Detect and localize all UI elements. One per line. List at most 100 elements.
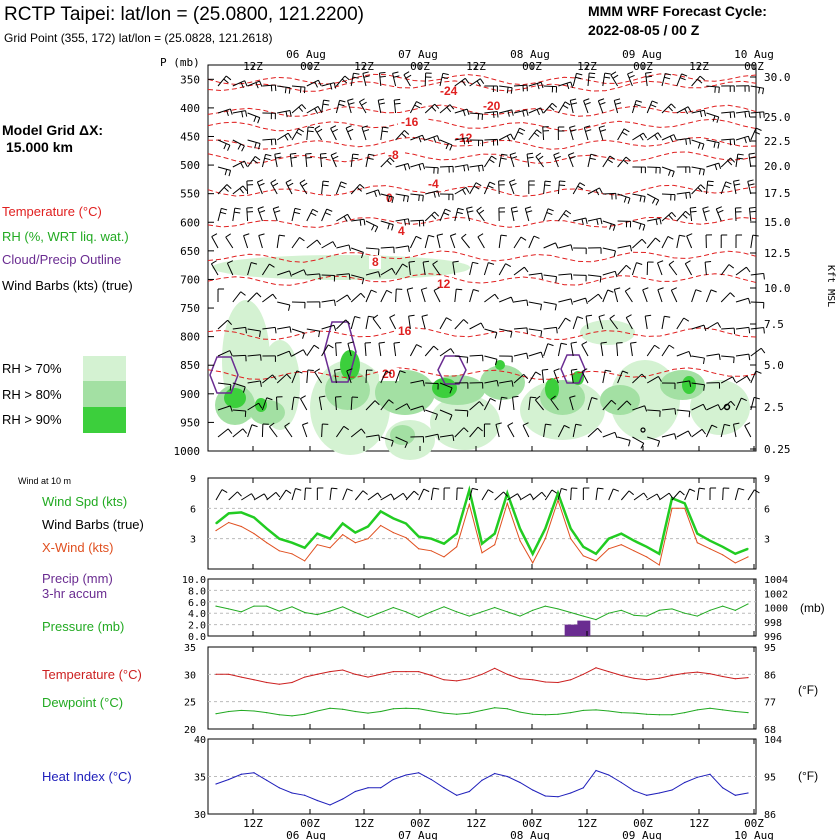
wind-barb-staff (661, 193, 676, 196)
wind-barb-staff (378, 343, 382, 357)
wind-barb-staff (624, 290, 633, 303)
wind-barb-staff (217, 350, 231, 357)
wind-barb-feather (671, 287, 677, 291)
wind-barb-staff (595, 488, 599, 501)
x-wind-line-point (304, 560, 306, 562)
wind-barb-staff (676, 430, 689, 438)
wind-barb-staff (232, 185, 244, 195)
wind-barb-staff (691, 166, 705, 170)
wind-barb-feather (303, 269, 307, 276)
x-wind-line-point (278, 550, 280, 552)
wind-barb-feather (489, 181, 496, 185)
wind-barb-feather (402, 492, 408, 499)
wind-barb-feather (579, 182, 586, 187)
height-tick-label: 30.0 (764, 71, 791, 84)
temp-tick-left: 20 (184, 725, 196, 736)
wind-barb-staff (306, 209, 314, 222)
wind-barb-feather (510, 182, 517, 187)
wind-barb-feather (462, 110, 466, 117)
x-wind-line-point (228, 521, 230, 524)
wind-barb-feather (612, 224, 616, 231)
wind-barb-staff (494, 491, 504, 501)
temperature-contour (207, 250, 757, 263)
wind-barb-feather (266, 397, 273, 401)
pressure-line-point (747, 603, 749, 605)
pressure-line-point (392, 606, 394, 609)
wind-barb-staff (526, 154, 530, 168)
wind-barb-staff (720, 157, 731, 168)
wind-barb-staff (617, 244, 631, 249)
wind-barb-feather (718, 87, 720, 94)
wind-barb-feather (610, 71, 617, 76)
wind-barb-feather (489, 159, 495, 164)
wind-barb-staff (395, 288, 397, 303)
wind-barb-feather (352, 157, 359, 160)
wind-barb-staff (661, 166, 675, 172)
wind-barb-feather (614, 271, 618, 278)
wind-barb-staff (380, 290, 388, 303)
wind-barb-feather (605, 369, 612, 372)
heat-tick-right: 104 (764, 735, 782, 746)
wind-barb-feather (422, 163, 426, 170)
wind-barb-feather (589, 72, 596, 75)
wind-barb-feather (259, 380, 262, 387)
wind-barb-staff (217, 319, 228, 330)
wind-barb-staff (528, 371, 537, 384)
wind-barb-staff (657, 262, 663, 276)
wind-barb-feather (259, 330, 261, 337)
wind-speed-line-point (418, 536, 420, 538)
wind-barb-feather (718, 162, 722, 169)
wind-barb-staff (528, 129, 538, 141)
bottom-hour-label: 12Z (577, 817, 597, 830)
wind-barb-feather (360, 252, 364, 259)
wind-barb-staff (278, 489, 287, 501)
wind-barb-staff (676, 191, 690, 195)
bottom-hour-label: 00Z (633, 817, 653, 830)
x-wind-line-point (481, 552, 483, 554)
wind-barb-feather (555, 276, 557, 283)
wind-barb-feather (569, 395, 576, 398)
wind-barb-staff (558, 298, 572, 303)
wind-barb-feather (225, 75, 232, 81)
dewpoint-line-point (456, 713, 458, 715)
wind-barb-feather (407, 218, 410, 225)
wind-barb-staff (395, 245, 409, 249)
pressure-line-point (316, 614, 318, 616)
wind-barb-feather (251, 424, 258, 428)
heat-index-line-point (405, 774, 407, 776)
wind-barb-feather (585, 297, 588, 304)
dewpoint-line-point (329, 707, 331, 709)
wind-barb-feather (568, 152, 575, 156)
wind-barb-feather (729, 112, 732, 119)
wind-barb-feather (732, 376, 736, 383)
contour-label-bg (395, 225, 407, 238)
wind-barb-feather (449, 414, 453, 421)
wind-barb-staff (569, 100, 574, 114)
wind-barb-staff (306, 344, 315, 357)
cloud-outline (560, 354, 586, 384)
pressure-tick-label: 450 (180, 130, 200, 143)
wind-barb-feather (272, 182, 279, 187)
wind-barb-feather (223, 187, 229, 192)
wind-barb-feather (697, 78, 703, 84)
x-wind-line-point (747, 556, 749, 558)
x-wind-line-point (266, 542, 268, 544)
wind-barb-staff (476, 210, 485, 222)
wind-barb-feather (401, 132, 407, 138)
wind-barb-staff (735, 135, 749, 141)
wind-barb-feather (763, 111, 765, 118)
wind-barb-staff (330, 154, 337, 168)
wind-barb-feather (576, 72, 583, 76)
dewpoint-line-point (709, 707, 711, 709)
wind-barb-feather (259, 210, 266, 214)
wind-barb-staff (380, 220, 394, 226)
wind-barb-feather (473, 289, 480, 292)
wind-barb-feather (382, 126, 389, 129)
wind-barb-feather (394, 102, 401, 105)
wind-barb-staff (587, 187, 600, 195)
wind-barb-staff (676, 210, 686, 222)
wind-barb-feather (476, 80, 481, 87)
wind-barb-staff (513, 299, 527, 303)
wind-barb-staff (750, 85, 764, 89)
dewpoint-line-point (443, 712, 445, 714)
